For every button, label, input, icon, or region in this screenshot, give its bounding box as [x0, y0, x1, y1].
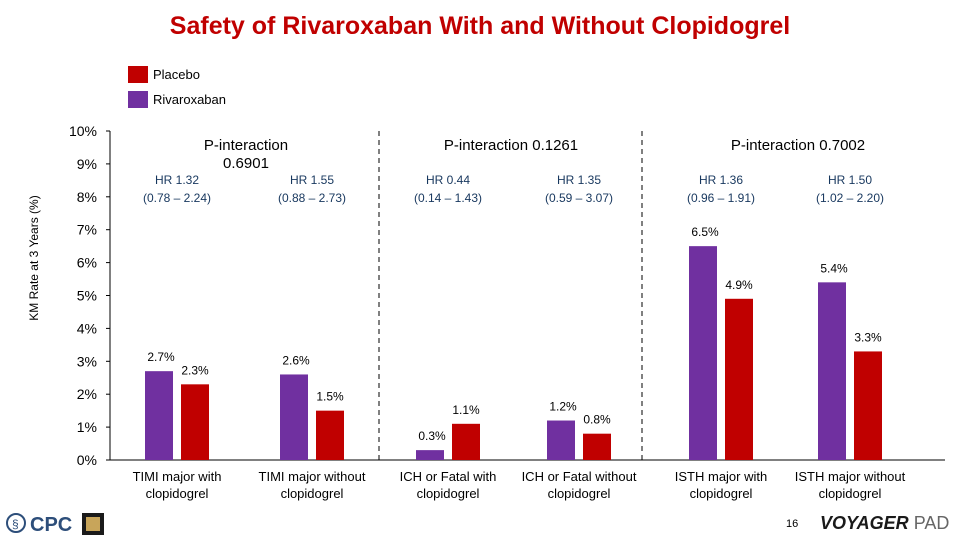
bar-rivaroxaban: [280, 374, 308, 460]
y-tick-label: 5%: [77, 288, 97, 304]
data-label-rivaroxaban: 1.2%: [549, 400, 577, 414]
y-tick-label: 10%: [69, 123, 97, 139]
bar-placebo: [583, 433, 611, 460]
data-label-placebo: 2.3%: [181, 363, 209, 377]
p-interaction-label: P-interaction 0.1261: [444, 137, 578, 154]
chart-title: Safety of Rivaroxaban With and Without C…: [169, 12, 791, 40]
hr-ci: (0.78 – 2.24): [143, 191, 211, 205]
p-interaction-label: 0.6901: [223, 155, 269, 172]
category-label: ISTH major without: [795, 469, 906, 484]
bar-placebo: [725, 298, 753, 460]
category-label: clopidogrel: [146, 486, 209, 501]
data-label-rivaroxaban: 6.5%: [691, 225, 719, 239]
cpc-logo: § CPC: [4, 510, 124, 543]
voyager-logo-sub: PAD: [913, 513, 950, 533]
category-label: TIMI major without: [259, 469, 366, 484]
data-label-placebo: 3.3%: [854, 330, 882, 344]
data-label-placebo: 1.1%: [452, 403, 480, 417]
hr-ci: (0.14 – 1.43): [414, 191, 482, 205]
y-tick-label: 8%: [77, 189, 97, 205]
hr-value: HR 1.32: [155, 173, 199, 187]
bar-rivaroxaban: [818, 282, 846, 460]
data-label-placebo: 0.8%: [583, 413, 611, 427]
bar-rivaroxaban: [689, 246, 717, 460]
hr-ci: (0.96 – 1.91): [687, 191, 755, 205]
category-label: clopidogrel: [690, 486, 753, 501]
category-label: TIMI major with: [133, 469, 222, 484]
bar-placebo: [316, 410, 344, 460]
bar-placebo: [452, 423, 480, 460]
legend-label-rivaroxaban: Rivaroxaban: [153, 92, 226, 107]
hr-value: HR 1.55: [290, 173, 334, 187]
category-label: ICH or Fatal without: [522, 469, 637, 484]
category-label: clopidogrel: [417, 486, 480, 501]
data-label-rivaroxaban: 2.7%: [147, 350, 175, 364]
hr-value: HR 1.36: [699, 173, 743, 187]
page-number: 16: [786, 518, 799, 530]
category-label: clopidogrel: [819, 486, 882, 501]
bar-rivaroxaban: [416, 450, 444, 460]
legend-label-placebo: Placebo: [153, 67, 200, 82]
category-label: clopidogrel: [281, 486, 344, 501]
y-tick-label: 2%: [77, 386, 97, 402]
bar-placebo: [854, 351, 882, 460]
data-label-placebo: 4.9%: [725, 278, 753, 292]
y-tick-label: 1%: [77, 419, 97, 435]
hr-ci: (0.59 – 3.07): [545, 191, 613, 205]
data-label-rivaroxaban: 5.4%: [820, 261, 848, 275]
category-label: clopidogrel: [548, 486, 611, 501]
hr-value: HR 1.50: [828, 173, 872, 187]
legend-swatch-rivaroxaban: [128, 91, 148, 108]
p-interaction-label: P-interaction: [204, 137, 288, 154]
hr-value: HR 1.35: [557, 173, 601, 187]
legend-swatch-placebo: [128, 66, 148, 83]
voyager-pad-logo: VOYAGER PAD: [820, 513, 949, 534]
hr-value: HR 0.44: [426, 173, 470, 187]
data-label-placebo: 1.5%: [316, 390, 344, 404]
cpc-logo-text: CPC: [30, 514, 72, 536]
y-tick-label: 6%: [77, 255, 97, 271]
y-tick-label: 0%: [77, 452, 97, 468]
hr-ci: (0.88 – 2.73): [278, 191, 346, 205]
hr-ci: (1.02 – 2.20): [816, 191, 884, 205]
bar-rivaroxaban: [145, 371, 173, 460]
voyager-logo-main: VOYAGER: [820, 513, 909, 533]
y-tick-label: 7%: [77, 222, 97, 238]
data-label-rivaroxaban: 0.3%: [418, 429, 446, 443]
bar-rivaroxaban: [547, 420, 575, 460]
category-label: ISTH major with: [675, 469, 767, 484]
category-label: ICH or Fatal with: [400, 469, 497, 484]
svg-text:§: §: [12, 517, 19, 531]
data-label-rivaroxaban: 2.6%: [282, 353, 310, 367]
y-tick-label: 3%: [77, 353, 97, 369]
y-tick-label: 4%: [77, 320, 97, 336]
p-interaction-label: P-interaction 0.7002: [731, 137, 865, 154]
bar-placebo: [181, 384, 209, 460]
y-tick-label: 9%: [77, 156, 97, 172]
